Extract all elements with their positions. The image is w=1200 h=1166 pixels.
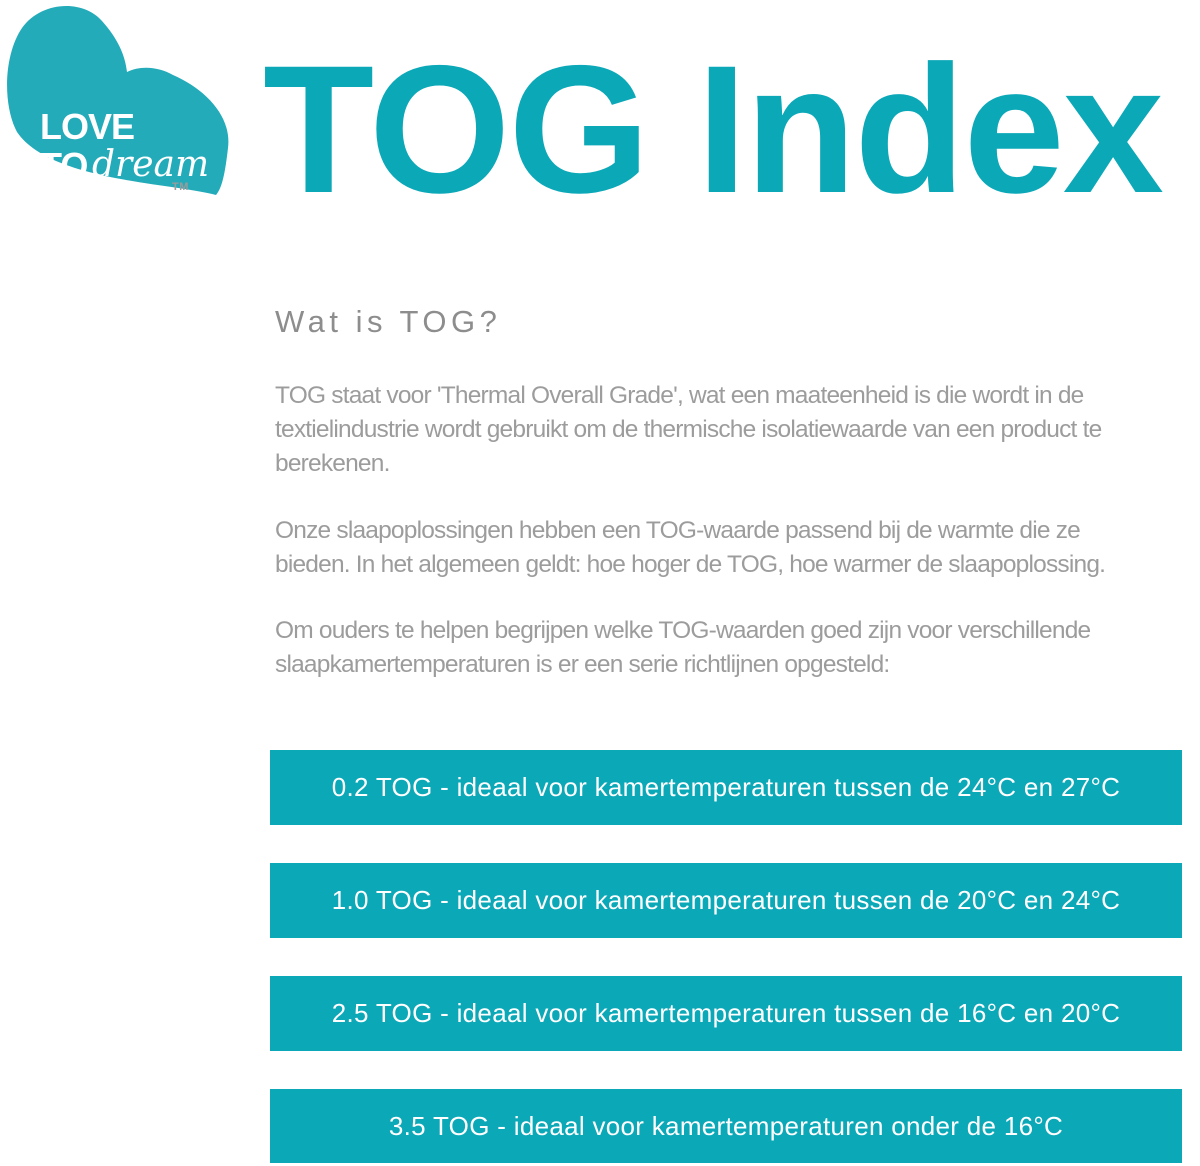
tog-bar-2.5: 2.5 TOG - ideaal voor kamertemperaturen …	[270, 976, 1182, 1051]
tog-bar-3.5: 3.5 TOG - ideaal voor kamertemperaturen …	[270, 1089, 1182, 1163]
page-title: TOG Index	[263, 27, 1164, 231]
logo-word-to: TO	[40, 145, 87, 186]
trademark-symbol: TM	[172, 181, 189, 193]
paragraph-sleep-solutions: Onze slaapoplossingen hebben een TOG-waa…	[275, 517, 1106, 578]
tog-bar-0.2: 0.2 TOG - ideaal voor kamertemperaturen …	[270, 750, 1182, 825]
heart-icon: LOVE TO dream	[7, 5, 229, 196]
tog-bar-1.0: 1.0 TOG - ideaal voor kamertemperaturen …	[270, 863, 1182, 938]
logo-word-love: LOVE	[40, 106, 134, 147]
love-to-dream-logo: LOVE TO dream TM	[0, 0, 235, 213]
paragraph-tog-definition: TOG staat voor 'Thermal Overall Grade', …	[275, 382, 1102, 477]
heart-shape	[7, 5, 229, 196]
logo-word-dream: dream	[92, 144, 209, 185]
paragraph-guidelines-intro: Om ouders te helpen begrijpen welke TOG-…	[275, 617, 1091, 678]
section-heading: Wat is TOG?	[275, 304, 502, 339]
